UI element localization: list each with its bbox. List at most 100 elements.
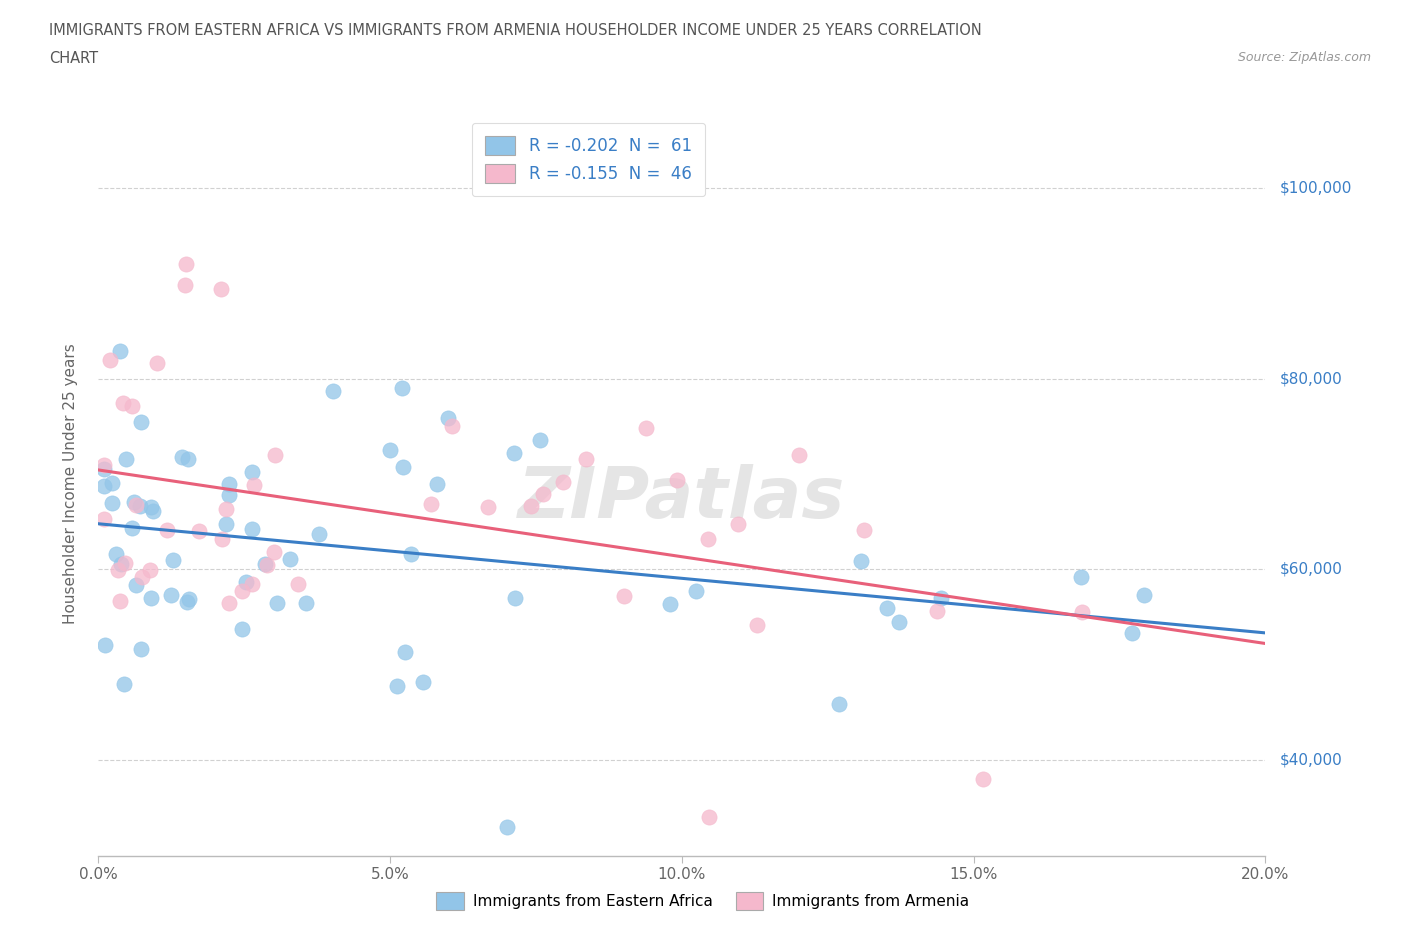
Point bbox=[142, 504, 165, 519]
Point bbox=[1070, 569, 1092, 584]
Point bbox=[129, 641, 152, 656]
Point bbox=[697, 810, 720, 825]
Point bbox=[1133, 588, 1156, 603]
Point bbox=[420, 497, 443, 512]
Point bbox=[529, 432, 551, 447]
Point bbox=[98, 352, 121, 367]
Point bbox=[264, 447, 287, 462]
Point bbox=[392, 460, 415, 475]
Point bbox=[240, 464, 263, 479]
Point bbox=[502, 445, 524, 460]
Point bbox=[697, 531, 720, 546]
Point bbox=[828, 697, 851, 711]
Point bbox=[101, 475, 124, 490]
Point bbox=[378, 443, 401, 458]
Point bbox=[280, 551, 302, 566]
Point bbox=[477, 500, 499, 515]
Point bbox=[122, 495, 145, 510]
Point bbox=[111, 395, 134, 410]
Point bbox=[128, 498, 150, 513]
Point bbox=[176, 594, 198, 609]
Text: $40,000: $40,000 bbox=[1279, 752, 1343, 768]
Point bbox=[287, 577, 309, 591]
Point bbox=[156, 523, 179, 538]
Point bbox=[887, 614, 910, 629]
Point bbox=[110, 557, 132, 572]
Point bbox=[387, 679, 409, 694]
Point bbox=[240, 522, 263, 537]
Point bbox=[114, 555, 136, 570]
Point bbox=[231, 583, 253, 598]
Point bbox=[876, 601, 898, 616]
Point bbox=[394, 644, 416, 659]
Point bbox=[242, 478, 264, 493]
Point bbox=[214, 501, 236, 516]
Point bbox=[520, 498, 543, 513]
Point bbox=[177, 591, 200, 606]
Point bbox=[745, 618, 768, 632]
Point bbox=[231, 621, 253, 636]
Point bbox=[503, 591, 526, 605]
Point bbox=[209, 281, 232, 296]
Point bbox=[426, 476, 449, 491]
Point bbox=[256, 557, 278, 572]
Point bbox=[437, 410, 460, 425]
Point bbox=[266, 596, 288, 611]
Point bbox=[659, 597, 682, 612]
Point bbox=[412, 674, 434, 689]
Point bbox=[308, 526, 330, 541]
Text: IMMIGRANTS FROM EASTERN AFRICA VS IMMIGRANTS FROM ARMENIA HOUSEHOLDER INCOME UND: IMMIGRANTS FROM EASTERN AFRICA VS IMMIGR… bbox=[49, 23, 981, 38]
Point bbox=[139, 499, 162, 514]
Point bbox=[121, 399, 143, 414]
Point bbox=[612, 589, 634, 604]
Point bbox=[114, 677, 136, 692]
Text: CHART: CHART bbox=[49, 51, 98, 66]
Point bbox=[322, 383, 344, 398]
Text: $60,000: $60,000 bbox=[1279, 562, 1343, 577]
Text: $80,000: $80,000 bbox=[1279, 371, 1343, 386]
Point bbox=[146, 355, 169, 370]
Point bbox=[218, 476, 240, 491]
Point bbox=[1121, 625, 1143, 640]
Point bbox=[665, 472, 688, 487]
Point bbox=[787, 447, 810, 462]
Point bbox=[496, 819, 519, 834]
Point bbox=[927, 604, 949, 618]
Point bbox=[929, 591, 952, 605]
Point bbox=[551, 475, 574, 490]
Point bbox=[218, 487, 240, 502]
Point bbox=[727, 516, 749, 531]
Legend: R = -0.202  N =  61, R = -0.155  N =  46: R = -0.202 N = 61, R = -0.155 N = 46 bbox=[472, 123, 706, 196]
Point bbox=[575, 451, 598, 466]
Point bbox=[115, 451, 138, 466]
Point bbox=[94, 638, 117, 653]
Point bbox=[177, 451, 200, 466]
Point bbox=[162, 552, 184, 567]
Point bbox=[160, 588, 183, 603]
Point bbox=[685, 583, 707, 598]
Point bbox=[174, 257, 197, 272]
Point bbox=[170, 449, 193, 464]
Point bbox=[93, 458, 115, 472]
Point bbox=[101, 496, 124, 511]
Point bbox=[254, 556, 277, 571]
Point bbox=[131, 569, 153, 584]
Point bbox=[852, 523, 875, 538]
Point bbox=[211, 532, 233, 547]
Point bbox=[174, 277, 197, 292]
Point bbox=[93, 478, 115, 493]
Point bbox=[391, 380, 413, 395]
Point bbox=[105, 547, 128, 562]
Point bbox=[110, 593, 132, 608]
Point bbox=[531, 486, 554, 501]
Point bbox=[107, 562, 129, 577]
Point bbox=[218, 595, 240, 610]
Point bbox=[399, 547, 422, 562]
Point bbox=[139, 563, 162, 578]
Point bbox=[187, 524, 209, 538]
Point bbox=[235, 575, 257, 590]
Point bbox=[124, 498, 146, 512]
Point bbox=[295, 595, 318, 610]
Point bbox=[93, 461, 115, 476]
Point bbox=[108, 343, 131, 358]
